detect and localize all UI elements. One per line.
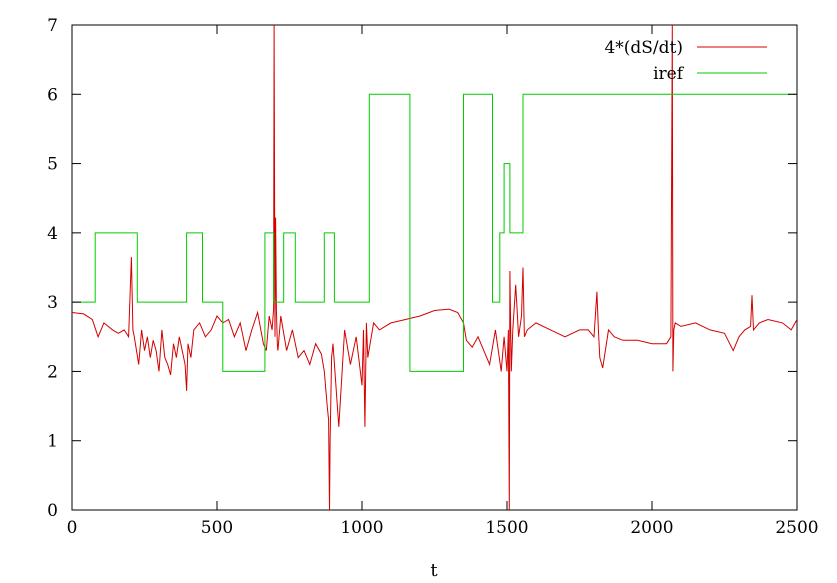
y-tick-label: 4 — [47, 224, 58, 244]
axis-ticks — [71, 24, 798, 511]
y-tick-label: 0 — [47, 501, 58, 521]
legend: 4*(dS/dt) iref — [604, 38, 767, 84]
x-tick-label: 0 — [67, 518, 78, 538]
x-tick-label: 2000 — [630, 518, 673, 538]
plot-border — [71, 24, 798, 511]
x-tick-label: 500 — [201, 518, 233, 538]
series-line-ds-dt — [72, 25, 797, 510]
x-axis-label: t — [430, 560, 438, 581]
series-lines — [72, 25, 797, 510]
y-tick-label: 5 — [47, 155, 58, 175]
y-tick-label: 3 — [47, 293, 58, 313]
x-tick-label: 2500 — [775, 518, 818, 538]
series-line-iref — [72, 93, 797, 372]
y-tick-label: 2 — [47, 362, 58, 382]
legend-label: iref — [653, 64, 685, 84]
y-tick-label: 1 — [47, 432, 58, 452]
plot-frame — [71, 24, 798, 511]
y-tick-label: 6 — [47, 85, 58, 105]
x-tick-label: 1500 — [485, 518, 528, 538]
legend-label: 4*(dS/dt) — [604, 38, 683, 58]
y-tick-label: 7 — [47, 16, 58, 36]
tick-labels: 0 500 1000 1500 2000 2500 0 1 2 3 4 5 6 7 — [47, 16, 818, 538]
x-tick-label: 1000 — [340, 518, 383, 538]
